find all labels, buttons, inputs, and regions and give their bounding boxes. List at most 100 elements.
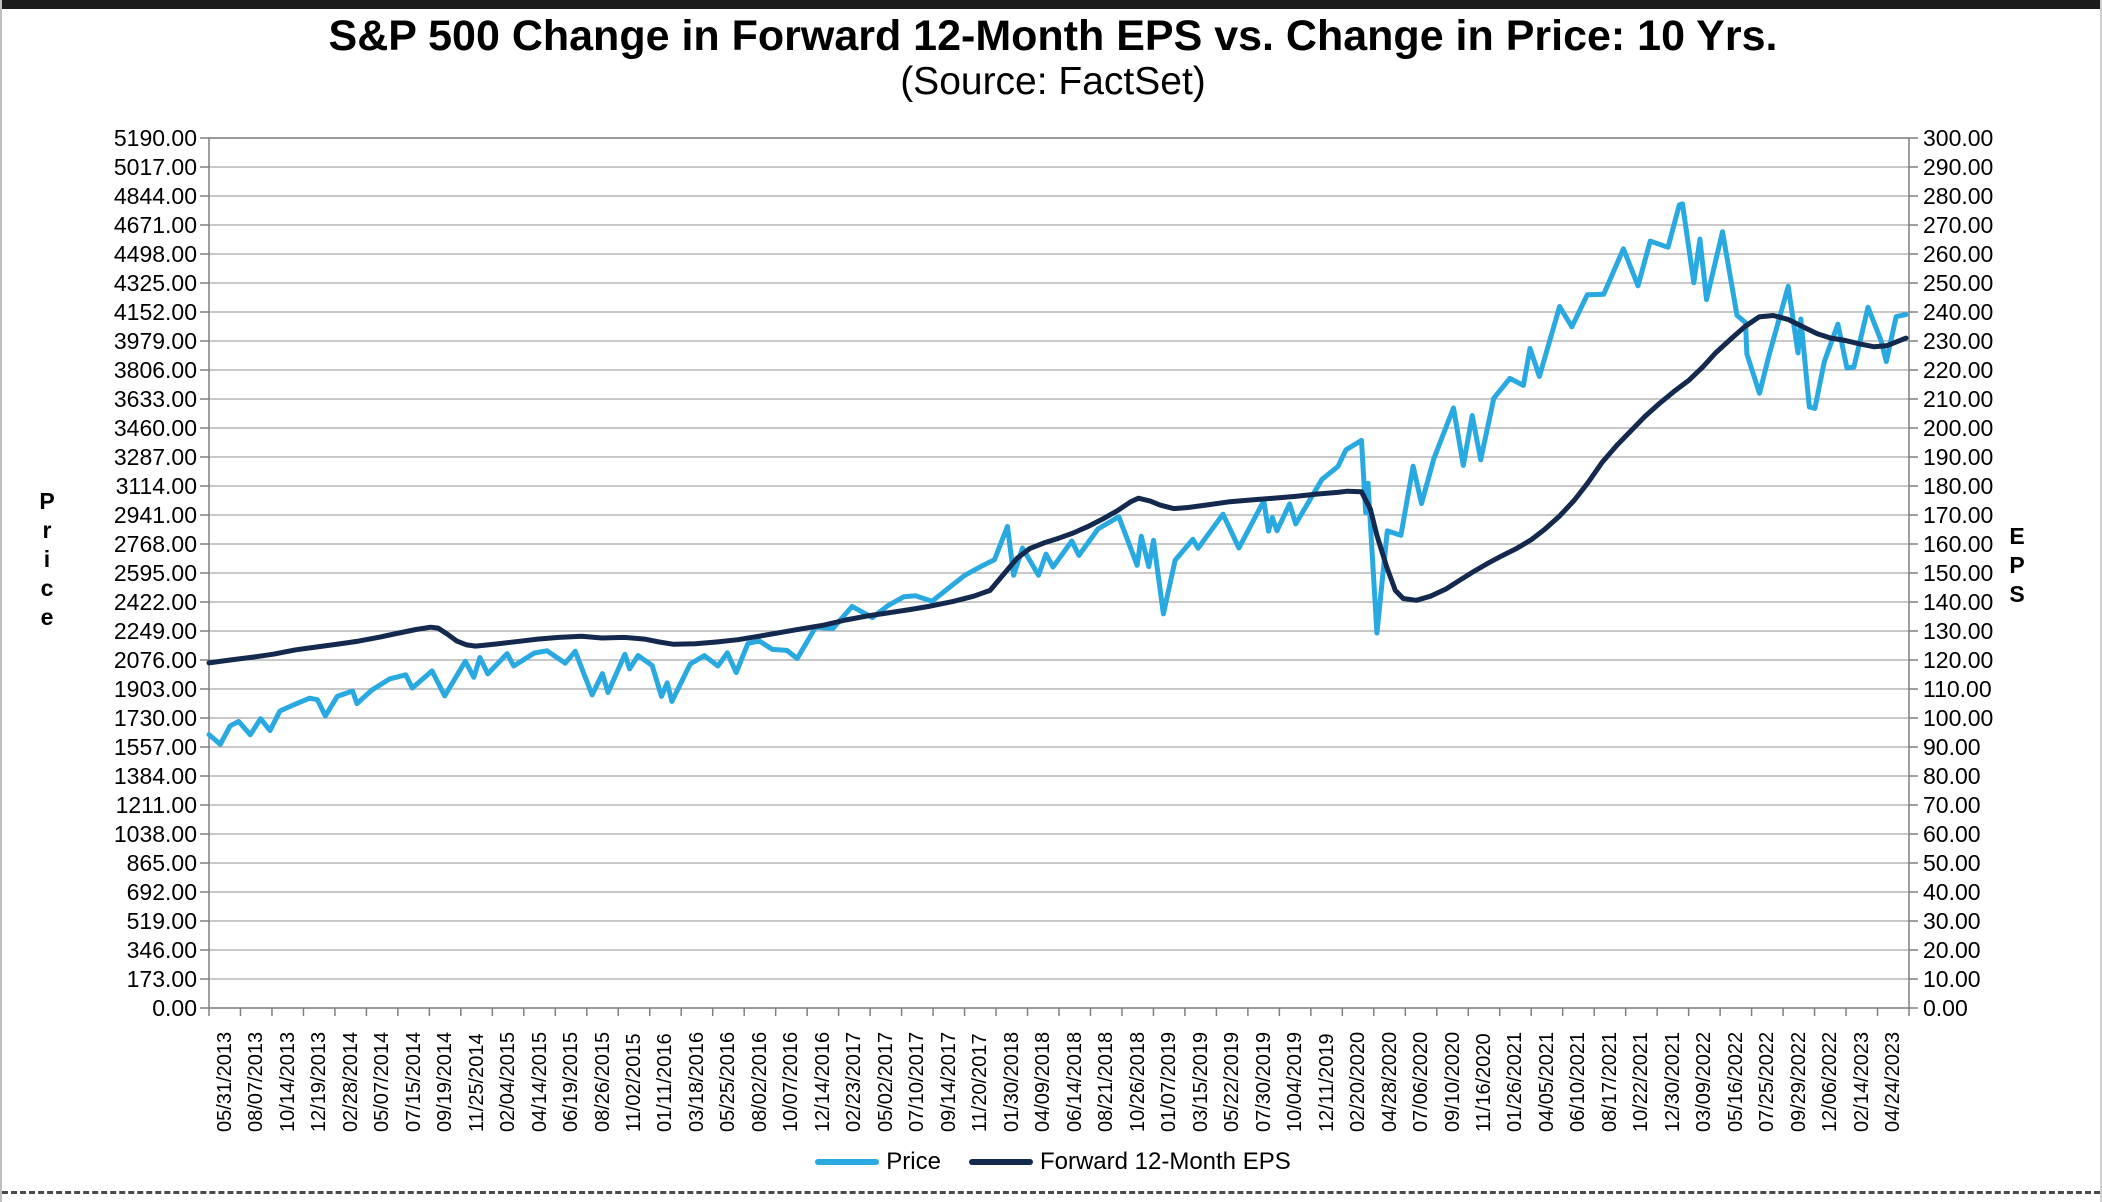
series-line-forward-12-month-eps <box>206 313 1909 666</box>
x-axis-tick-label: 11/16/2020 <box>1473 1033 1495 1132</box>
y-right-tick-label: 150.00 <box>1923 560 1994 586</box>
x-axis-tick-label: 07/10/2017 <box>906 1031 929 1132</box>
x-axis-tick-label: 11/20/2017 <box>969 1033 992 1132</box>
x-axis-tick-label: 12/30/2021 <box>1661 1031 1684 1132</box>
legend: Price Forward 12-Month EPS <box>2 1148 2100 1176</box>
x-axis-tick-label: 09/14/2017 <box>937 1031 960 1132</box>
x-axis-tick-label: 11/02/2015 <box>623 1033 645 1132</box>
y-left-tick-label: 2422.00 <box>113 589 197 615</box>
y-left-tick-label: 4671.00 <box>113 212 197 238</box>
x-axis-tick-label: 09/10/2020 <box>1441 1031 1464 1132</box>
x-axis-tick-label: 12/19/2013 <box>308 1031 331 1132</box>
y-right-tick-label: 300.00 <box>1923 125 1994 151</box>
x-axis-tick-label: 09/19/2014 <box>434 1031 457 1132</box>
x-axis-tick-label: 04/14/2015 <box>528 1031 551 1132</box>
y-right-tick-label: 40.00 <box>1923 879 1981 905</box>
y-left-tick-label: 2768.00 <box>113 531 197 557</box>
y-right-tick-label: 120.00 <box>1923 647 1994 673</box>
y-right-tick-label: 0.00 <box>1923 995 1968 1021</box>
bottom-border-line <box>2 1191 2100 1194</box>
x-axis-tick-label: 07/15/2014 <box>402 1031 425 1132</box>
y-right-tick-label: 70.00 <box>1923 792 1981 818</box>
y-left-tick-label: 1211.00 <box>115 792 197 818</box>
x-axis-tick-label: 03/09/2022 <box>1693 1031 1716 1132</box>
y-right-tick-label: 100.00 <box>1923 705 1994 731</box>
chart-title: S&P 500 Change in Forward 12-Month EPS v… <box>328 12 1778 60</box>
x-axis-tick-label: 05/25/2016 <box>717 1031 740 1132</box>
y-left-tick-label: 2595.00 <box>113 560 197 586</box>
y-left-tick-label: 346.00 <box>126 937 197 963</box>
x-axis-tick-label: 05/31/2013 <box>213 1031 236 1132</box>
x-axis-tick-label: 02/04/2015 <box>497 1031 520 1132</box>
y-left-tick-label: 3979.00 <box>113 328 197 354</box>
y-right-tick-label: 180.00 <box>1923 473 1994 499</box>
x-axis-tick-label: 10/14/2013 <box>276 1031 299 1132</box>
y-left-tick-label: 519.00 <box>126 908 197 934</box>
y-left-tick-label: 4498.00 <box>113 241 197 267</box>
y-left-tick-label: 1557.00 <box>113 734 197 760</box>
x-axis-tick-label: 08/02/2016 <box>748 1031 771 1132</box>
x-axis-tick-label: 12/06/2022 <box>1819 1031 1842 1132</box>
x-axis-tick-label: 07/06/2020 <box>1410 1031 1433 1132</box>
x-axis-tick-label: 09/29/2022 <box>1787 1031 1810 1132</box>
x-axis-tick-label: 05/16/2022 <box>1724 1031 1747 1132</box>
y-right-tick-label: 30.00 <box>1923 908 1981 934</box>
y-right-tick-label: 110.00 <box>1923 676 1992 702</box>
y-left-tick-label: 0.00 <box>152 995 197 1021</box>
x-axis-tick-label: 02/14/2023 <box>1850 1031 1873 1132</box>
y-left-tick-label: 1730.00 <box>113 705 197 731</box>
x-axis-tick-label: 01/11/2016 <box>654 1033 677 1132</box>
x-axis-tick-label: 10/07/2016 <box>780 1031 803 1132</box>
x-axis-tick-label: 05/02/2017 <box>874 1031 897 1132</box>
y-right-tick-label: 230.00 <box>1923 328 1994 354</box>
y-right-tick-label: 200.00 <box>1923 415 1994 441</box>
x-axis-tick-label: 12/14/2016 <box>811 1031 834 1132</box>
x-axis-tick-label: 06/10/2021 <box>1567 1031 1590 1132</box>
top-border-bar <box>2 0 2100 9</box>
y-left-tick-label: 3633.00 <box>113 386 197 412</box>
x-axis-tick-label: 04/24/2023 <box>1882 1031 1905 1132</box>
y-left-tick-label: 2076.00 <box>113 647 197 673</box>
y-right-tick-label: 80.00 <box>1923 763 1981 789</box>
x-axis-tick-label: 01/07/2019 <box>1158 1031 1181 1132</box>
x-axis-tick-label: 05/07/2014 <box>371 1031 394 1132</box>
y-left-tick-label: 2249.00 <box>113 618 197 644</box>
x-axis-tick-label: 02/20/2020 <box>1347 1031 1370 1132</box>
y-right-tick-label: 250.00 <box>1923 270 1994 296</box>
legend-item: Price <box>815 1148 941 1176</box>
legend-swatch-line <box>968 1159 1033 1165</box>
y-left-tick-label: 173.00 <box>126 966 197 992</box>
x-axis-tick-label: 02/28/2014 <box>339 1031 362 1132</box>
y-right-tick-label: 270.00 <box>1923 212 1994 238</box>
y-right-tick-label: 130.00 <box>1923 618 1994 644</box>
x-axis-tick-label: 05/22/2019 <box>1221 1031 1244 1132</box>
y-right-tick-label: 240.00 <box>1923 299 1994 325</box>
x-axis-tick-label: 07/25/2022 <box>1756 1031 1779 1132</box>
x-axis-tick-label: 08/17/2021 <box>1598 1031 1621 1132</box>
x-axis-tick-label: 10/26/2018 <box>1126 1031 1149 1132</box>
x-axis-tick-label: 08/21/2018 <box>1095 1031 1118 1132</box>
legend-label: Forward 12-Month EPS <box>1039 1148 1291 1175</box>
y-left-tick-label: 1384.00 <box>113 763 197 789</box>
x-axis-tick-label: 02/23/2017 <box>843 1031 866 1132</box>
x-axis-tick-label: 12/11/2019 <box>1315 1033 1338 1132</box>
x-axis-tick-label: 04/09/2018 <box>1032 1031 1055 1132</box>
legend-label: Price <box>886 1148 941 1175</box>
x-axis-tick-label: 06/19/2015 <box>560 1031 583 1132</box>
y-left-tick-label: 1903.00 <box>113 676 197 702</box>
y-left-tick-label: 3114.00 <box>115 473 197 499</box>
x-axis-tick-label: 04/05/2021 <box>1535 1031 1558 1132</box>
x-axis-tick-label: 01/30/2018 <box>1000 1031 1023 1132</box>
x-axis-tick-label: 03/15/2019 <box>1189 1031 1212 1132</box>
y-right-tick-label: 10.00 <box>1923 966 1981 992</box>
series-line-price <box>206 201 1909 747</box>
x-axis-tick-label: 01/26/2021 <box>1504 1031 1527 1132</box>
legend-item: Forward 12-Month EPS <box>968 1148 1291 1176</box>
y-right-tick-label: 280.00 <box>1923 183 1994 209</box>
y-right-tick-label: 170.00 <box>1923 502 1994 528</box>
y-left-tick-label: 1038.00 <box>113 821 197 847</box>
